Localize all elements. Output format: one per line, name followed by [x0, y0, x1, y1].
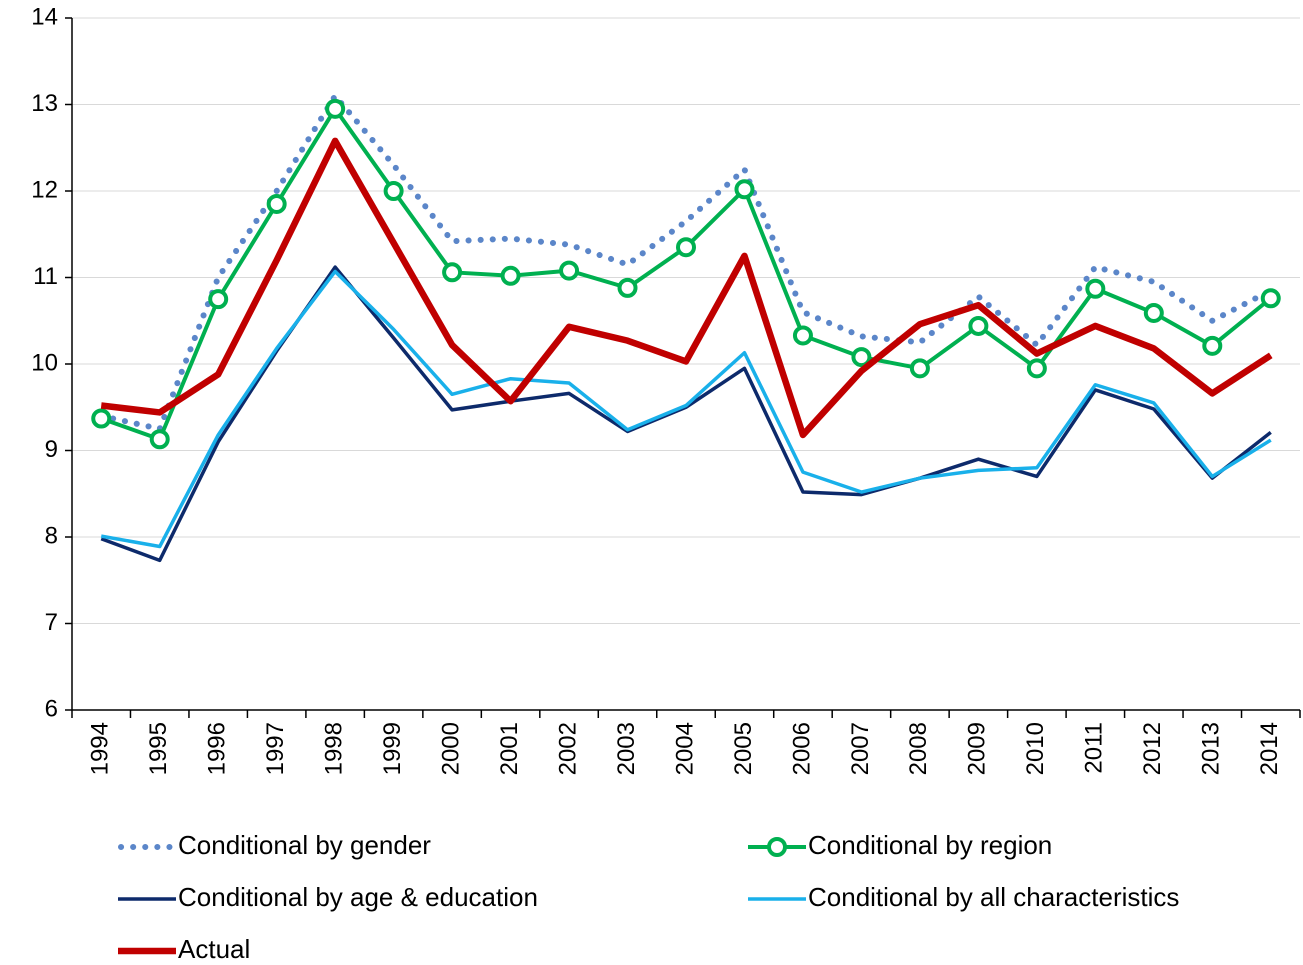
point [1260, 288, 1281, 309]
y-tick-label: 6 [45, 695, 58, 722]
y-tick-label: 9 [45, 436, 58, 463]
y-tick-label: 7 [45, 609, 58, 636]
x-tick-label: 2008 [905, 722, 932, 775]
x-tick-label: 2002 [554, 722, 581, 775]
point [909, 358, 930, 379]
x-tick-label: 2000 [437, 722, 464, 775]
point [792, 325, 813, 346]
y-tick-label: 8 [45, 522, 58, 549]
legend-label: Conditional by age & education [178, 882, 538, 912]
series-line [100, 137, 1273, 439]
x-tick-label: 2004 [671, 722, 698, 775]
legend-label: Conditional by gender [178, 830, 431, 860]
point [559, 260, 580, 281]
x-tick-label: 1995 [145, 722, 172, 775]
point [266, 193, 287, 214]
point [1143, 302, 1164, 323]
point [851, 347, 872, 368]
x-tick-label: 2010 [1022, 722, 1049, 775]
point [325, 98, 346, 119]
legend-label: Conditional by all characteristics [808, 882, 1179, 912]
point [617, 277, 638, 298]
y-tick-label: 13 [31, 90, 58, 117]
x-tick-label: 2006 [788, 722, 815, 775]
series-line [98, 92, 1274, 432]
point [500, 265, 521, 286]
x-tick-label: 1994 [87, 722, 114, 775]
point [1026, 358, 1047, 379]
x-tick-label: 2012 [1139, 722, 1166, 775]
point [91, 408, 112, 429]
x-tick-label: 1998 [320, 722, 347, 775]
legend-marker [767, 837, 787, 857]
point [1202, 335, 1223, 356]
y-tick-label: 12 [31, 176, 58, 203]
point [676, 237, 696, 258]
series-line [100, 269, 1272, 549]
x-tick-label: 2007 [847, 722, 874, 775]
y-tick-label: 14 [31, 3, 58, 30]
legend-label: Conditional by region [808, 830, 1052, 860]
legend-label: Actual [178, 934, 250, 964]
point [968, 315, 989, 336]
x-tick-label: 2013 [1198, 722, 1225, 775]
x-tick-label: 2001 [496, 722, 523, 775]
x-tick-label: 2011 [1081, 722, 1108, 774]
x-tick-label: 1999 [379, 722, 406, 775]
y-tick-label: 11 [33, 263, 58, 290]
point [149, 429, 170, 450]
x-tick-label: 2005 [730, 722, 757, 775]
point [383, 181, 404, 201]
point [1085, 278, 1106, 299]
y-tick-label: 10 [31, 349, 58, 376]
x-tick-label: 2009 [964, 722, 991, 775]
x-tick-label: 1997 [262, 722, 289, 775]
point [442, 262, 463, 283]
x-tick-label: 1996 [204, 722, 231, 775]
series-line [100, 265, 1272, 563]
x-tick-label: 2003 [613, 722, 640, 775]
point [734, 179, 755, 200]
x-tick-label: 2014 [1256, 722, 1283, 775]
point [208, 289, 229, 310]
